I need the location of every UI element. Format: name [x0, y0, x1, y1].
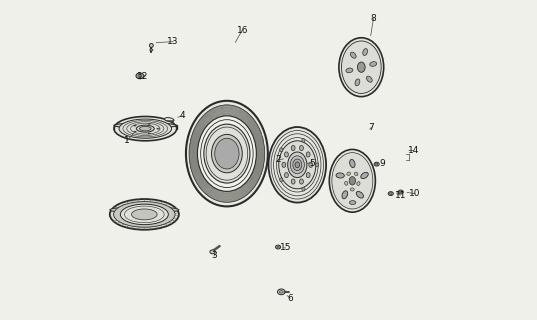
Ellipse shape	[306, 172, 310, 178]
Text: 7: 7	[369, 123, 374, 132]
Ellipse shape	[302, 139, 305, 142]
Ellipse shape	[114, 116, 177, 141]
Ellipse shape	[297, 162, 302, 165]
Ellipse shape	[136, 73, 144, 79]
Text: 6: 6	[287, 294, 293, 303]
Ellipse shape	[350, 201, 356, 204]
Ellipse shape	[138, 74, 142, 77]
Ellipse shape	[268, 127, 326, 203]
Ellipse shape	[149, 44, 153, 47]
Text: 12: 12	[137, 72, 149, 81]
Ellipse shape	[293, 159, 302, 171]
Ellipse shape	[285, 152, 288, 157]
Ellipse shape	[299, 163, 301, 164]
Ellipse shape	[134, 125, 136, 126]
Text: 9: 9	[380, 159, 385, 168]
Ellipse shape	[355, 79, 360, 86]
Ellipse shape	[346, 68, 353, 73]
Ellipse shape	[350, 159, 355, 168]
Text: 14: 14	[408, 146, 419, 155]
Ellipse shape	[388, 192, 393, 196]
Ellipse shape	[280, 148, 283, 152]
Ellipse shape	[329, 149, 375, 212]
Ellipse shape	[110, 199, 179, 230]
Ellipse shape	[291, 156, 304, 174]
Ellipse shape	[186, 101, 268, 206]
Ellipse shape	[280, 178, 283, 182]
Text: 11: 11	[395, 191, 406, 200]
Ellipse shape	[275, 245, 281, 249]
Text: 4: 4	[179, 111, 185, 120]
Text: 5: 5	[309, 159, 315, 168]
Text: 1: 1	[124, 136, 130, 145]
Text: 3: 3	[211, 252, 217, 260]
Ellipse shape	[279, 141, 316, 189]
Ellipse shape	[389, 193, 392, 195]
Text: 10: 10	[409, 189, 421, 198]
Ellipse shape	[204, 124, 250, 183]
Ellipse shape	[291, 179, 295, 184]
Ellipse shape	[400, 191, 402, 193]
Ellipse shape	[150, 49, 153, 51]
Ellipse shape	[345, 181, 348, 185]
Text: 13: 13	[168, 37, 179, 46]
Ellipse shape	[350, 188, 354, 191]
Ellipse shape	[309, 162, 313, 167]
Ellipse shape	[119, 119, 171, 138]
Ellipse shape	[332, 153, 373, 209]
Ellipse shape	[300, 179, 303, 184]
Ellipse shape	[336, 173, 344, 178]
Ellipse shape	[288, 152, 307, 178]
Text: 2: 2	[275, 156, 281, 164]
Ellipse shape	[339, 38, 384, 97]
Ellipse shape	[120, 204, 168, 225]
Ellipse shape	[354, 172, 358, 176]
Ellipse shape	[295, 162, 300, 168]
Ellipse shape	[358, 62, 365, 72]
Ellipse shape	[278, 289, 285, 295]
Ellipse shape	[350, 52, 356, 58]
Ellipse shape	[285, 172, 288, 178]
Ellipse shape	[374, 162, 379, 166]
Ellipse shape	[398, 190, 403, 194]
Ellipse shape	[375, 163, 378, 165]
Ellipse shape	[291, 146, 295, 151]
Ellipse shape	[198, 116, 256, 191]
Ellipse shape	[356, 191, 364, 198]
Ellipse shape	[148, 123, 150, 124]
Ellipse shape	[114, 202, 175, 227]
Ellipse shape	[134, 131, 136, 132]
Ellipse shape	[363, 49, 367, 55]
Ellipse shape	[302, 187, 305, 191]
Ellipse shape	[164, 118, 174, 122]
Ellipse shape	[215, 138, 239, 169]
Ellipse shape	[157, 128, 159, 129]
Ellipse shape	[357, 182, 360, 186]
Ellipse shape	[349, 177, 355, 185]
Ellipse shape	[110, 207, 179, 213]
Ellipse shape	[361, 172, 368, 179]
Text: 16: 16	[236, 26, 248, 35]
Ellipse shape	[282, 162, 286, 167]
Ellipse shape	[306, 152, 310, 157]
Ellipse shape	[279, 291, 283, 293]
Text: 15: 15	[280, 244, 291, 252]
Ellipse shape	[370, 62, 376, 66]
Ellipse shape	[132, 209, 157, 220]
Ellipse shape	[212, 134, 242, 173]
Ellipse shape	[347, 172, 351, 175]
Ellipse shape	[114, 123, 177, 128]
Ellipse shape	[316, 163, 319, 167]
Ellipse shape	[210, 250, 215, 254]
Ellipse shape	[277, 246, 279, 248]
Ellipse shape	[300, 146, 303, 151]
Ellipse shape	[342, 191, 347, 199]
Ellipse shape	[342, 41, 381, 93]
Ellipse shape	[140, 126, 151, 131]
Ellipse shape	[136, 125, 154, 132]
Ellipse shape	[366, 76, 372, 82]
Ellipse shape	[148, 133, 150, 134]
Text: 8: 8	[371, 14, 376, 23]
